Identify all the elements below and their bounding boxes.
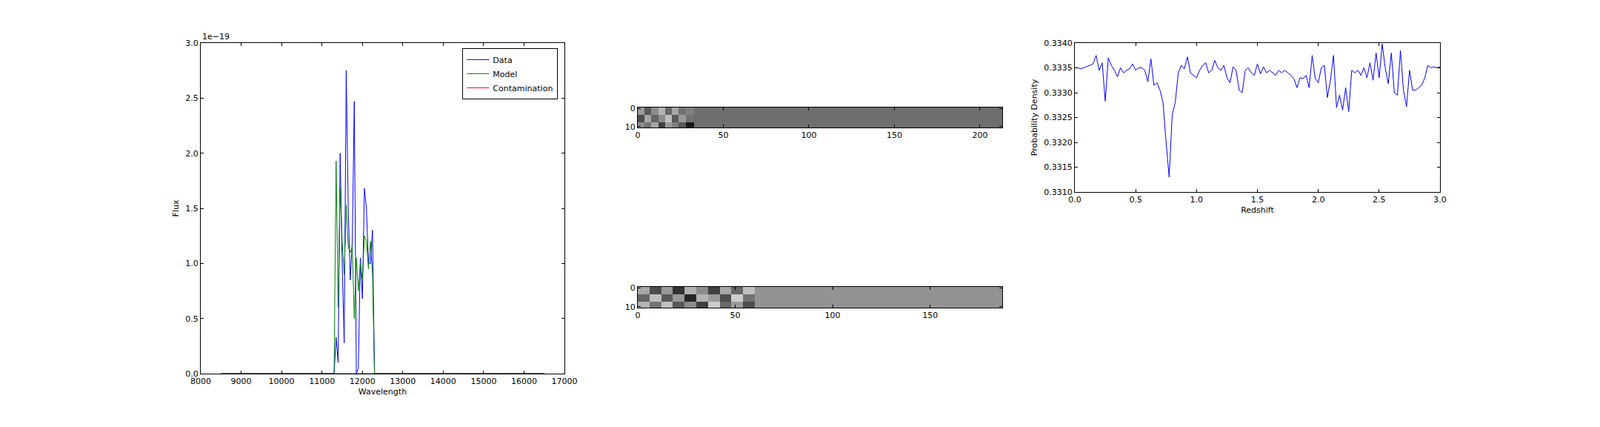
svg-text:0.5: 0.5	[185, 314, 199, 324]
svg-text:8000: 8000	[190, 376, 212, 386]
svg-text:1.5: 1.5	[185, 203, 199, 214]
svg-text:10: 10	[625, 122, 636, 132]
svg-text:3.0: 3.0	[1433, 194, 1447, 205]
svg-text:17000: 17000	[551, 376, 578, 386]
svg-text:100: 100	[800, 130, 817, 140]
svg-text:0.3330: 0.3330	[1043, 88, 1073, 98]
svg-text:150: 150	[922, 310, 938, 320]
svg-text:0.3340: 0.3340	[1043, 38, 1073, 49]
svg-text:1.5: 1.5	[1251, 194, 1265, 205]
svg-text:100: 100	[825, 310, 841, 320]
svg-text:11000: 11000	[308, 376, 335, 386]
svg-text:Redshift: Redshift	[1240, 205, 1275, 215]
svg-text:0.3310: 0.3310	[1043, 187, 1073, 198]
svg-text:12000: 12000	[349, 376, 376, 386]
svg-text:16000: 16000	[511, 376, 538, 386]
svg-text:0.3320: 0.3320	[1043, 137, 1073, 148]
svg-text:2.5: 2.5	[1372, 194, 1386, 205]
svg-text:13000: 13000	[389, 376, 416, 386]
svg-text:0: 0	[630, 103, 636, 114]
svg-text:1e−19: 1e−19	[202, 31, 230, 42]
svg-text:50: 50	[717, 130, 729, 140]
svg-text:9000: 9000	[231, 376, 252, 386]
svg-text:0: 0	[635, 310, 641, 320]
svg-text:Probability Density: Probability Density	[1029, 78, 1040, 156]
svg-text:Model: Model	[492, 69, 518, 80]
svg-text:150: 150	[886, 130, 903, 140]
svg-text:Contamination: Contamination	[492, 83, 553, 94]
svg-text:0: 0	[630, 282, 636, 293]
svg-text:0.5: 0.5	[1128, 194, 1143, 205]
svg-text:14000: 14000	[430, 376, 457, 386]
svg-text:Flux: Flux	[171, 199, 181, 217]
svg-text:0.0: 0.0	[185, 368, 199, 379]
svg-text:3.0: 3.0	[185, 38, 199, 49]
svg-text:1.0: 1.0	[1190, 194, 1204, 205]
svg-text:0.3325: 0.3325	[1043, 112, 1073, 123]
svg-text:Data: Data	[492, 55, 512, 66]
svg-text:0: 0	[635, 130, 641, 140]
svg-text:10000: 10000	[268, 376, 295, 386]
svg-text:2.0: 2.0	[185, 148, 199, 159]
svg-text:0.0: 0.0	[1068, 194, 1082, 205]
svg-text:50: 50	[730, 310, 741, 320]
svg-text:200: 200	[971, 130, 988, 140]
svg-text:10: 10	[625, 302, 636, 312]
svg-text:0.3335: 0.3335	[1043, 62, 1073, 73]
svg-text:15000: 15000	[470, 376, 497, 386]
svg-text:2.5: 2.5	[185, 93, 199, 103]
svg-text:0.3315: 0.3315	[1043, 162, 1073, 172]
svg-text:1.0: 1.0	[185, 258, 199, 269]
svg-text:2.0: 2.0	[1311, 194, 1326, 205]
svg-text:Wavelength: Wavelength	[358, 386, 407, 397]
